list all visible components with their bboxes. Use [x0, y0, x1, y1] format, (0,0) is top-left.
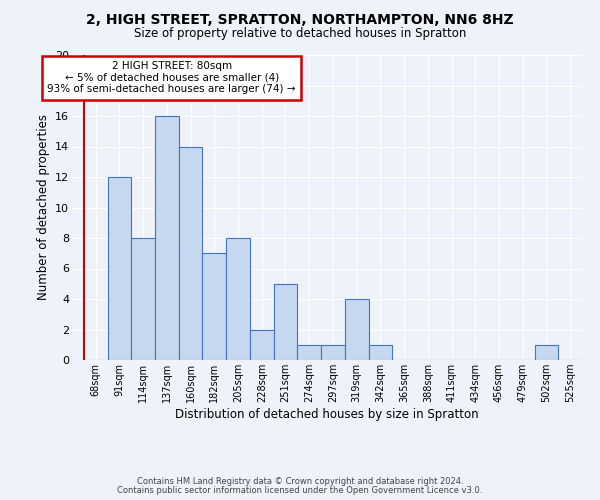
Bar [202, 253, 226, 360]
X-axis label: Distribution of detached houses by size in Spratton: Distribution of detached houses by size … [175, 408, 479, 421]
Bar [179, 146, 202, 360]
Bar [250, 330, 274, 360]
Bar [107, 177, 131, 360]
Bar [345, 299, 368, 360]
Bar [131, 238, 155, 360]
Bar [155, 116, 179, 360]
Text: Contains public sector information licensed under the Open Government Licence v3: Contains public sector information licen… [118, 486, 482, 495]
Text: Size of property relative to detached houses in Spratton: Size of property relative to detached ho… [134, 28, 466, 40]
Bar [274, 284, 298, 360]
Text: Contains HM Land Registry data © Crown copyright and database right 2024.: Contains HM Land Registry data © Crown c… [137, 477, 463, 486]
Bar [298, 345, 321, 360]
Bar [321, 345, 345, 360]
Bar [368, 345, 392, 360]
Y-axis label: Number of detached properties: Number of detached properties [37, 114, 50, 300]
Bar [226, 238, 250, 360]
Text: 2 HIGH STREET: 80sqm
← 5% of detached houses are smaller (4)
93% of semi-detache: 2 HIGH STREET: 80sqm ← 5% of detached ho… [47, 61, 296, 94]
Bar [535, 345, 558, 360]
Text: 2, HIGH STREET, SPRATTON, NORTHAMPTON, NN6 8HZ: 2, HIGH STREET, SPRATTON, NORTHAMPTON, N… [86, 12, 514, 26]
